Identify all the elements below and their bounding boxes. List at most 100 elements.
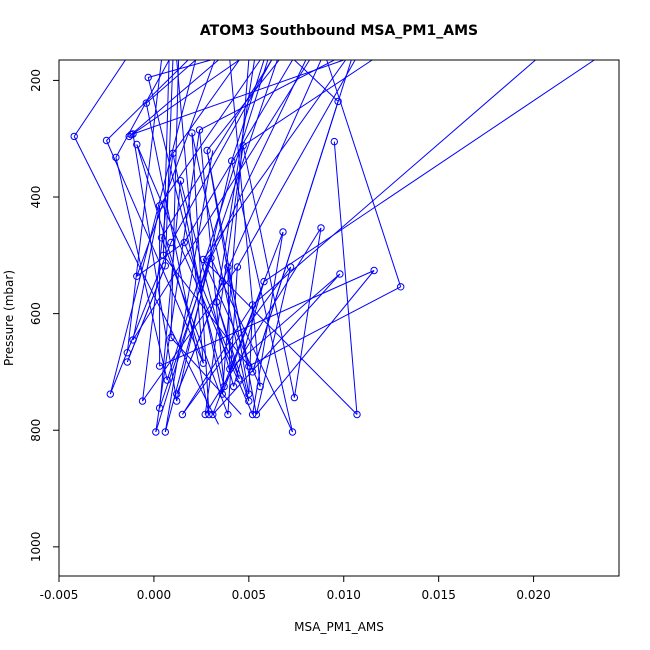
data-point-17 <box>188 129 196 137</box>
series-segment-76 <box>176 160 233 402</box>
data-point-43 <box>106 390 115 398</box>
series-segment-81 <box>212 273 341 415</box>
series-segment-11 <box>148 60 212 78</box>
data-point-25 <box>228 157 236 165</box>
x-axis: -0.005 0.000 0.005 0.010 0.015 0.020 <box>40 575 551 602</box>
data-point-56 <box>209 410 217 419</box>
y-tick-label-1: 400 <box>29 186 43 209</box>
series-segment-54 <box>294 60 339 102</box>
data-point-49 <box>167 333 175 342</box>
series-segment-91 <box>229 60 261 387</box>
series-segment-25 <box>191 132 250 402</box>
data-point-31 <box>279 228 287 236</box>
series-segment-10 <box>145 103 210 415</box>
series-segment-94 <box>202 259 358 415</box>
series-segment-1 <box>73 60 126 137</box>
series-segment-0 <box>73 136 219 425</box>
data-point-19 <box>199 255 208 264</box>
data-point-34 <box>336 270 344 278</box>
series-segment-93 <box>210 257 293 433</box>
series-segment-73 <box>170 337 242 415</box>
data-point-67 <box>290 393 299 402</box>
series-lines <box>73 60 595 433</box>
data-point-70 <box>155 362 164 370</box>
series-segment-72 <box>170 60 180 338</box>
series-segment-68 <box>159 180 181 409</box>
data-point-33 <box>317 224 325 232</box>
series-segment-30 <box>206 60 280 151</box>
data-point-12 <box>161 262 170 270</box>
data-point-45 <box>152 428 160 436</box>
y-tick-label-0: 200 <box>29 69 43 92</box>
series-segment-41 <box>236 60 356 268</box>
x-tick-label-2: 0.005 <box>232 588 266 602</box>
data-point-64 <box>248 410 257 419</box>
data-point-24 <box>224 263 232 271</box>
data-point-35 <box>334 97 342 106</box>
series-segment-5 <box>115 157 168 381</box>
series-segment-14 <box>132 205 161 340</box>
data-point-14 <box>169 149 177 158</box>
series-segment-4 <box>115 60 170 158</box>
data-point-9 <box>155 202 164 210</box>
series-segment-39 <box>231 60 265 162</box>
series-segment-80 <box>191 132 210 415</box>
series-segment-52 <box>293 227 322 398</box>
y-axis: 200 400 600 800 1000 <box>29 69 60 562</box>
data-point-27 <box>239 142 247 150</box>
data-point-18 <box>195 126 204 134</box>
x-tick-label-5: 0.020 <box>516 588 550 602</box>
data-point-69 <box>353 410 361 419</box>
series-segment-92 <box>242 145 295 398</box>
data-point-15 <box>176 177 185 185</box>
data-point-32 <box>286 263 295 271</box>
series-segment-6 <box>128 60 240 137</box>
series-segment-88 <box>216 301 250 402</box>
data-point-51 <box>178 410 187 419</box>
series-segment-32 <box>210 60 307 259</box>
data-point-46 <box>155 404 164 412</box>
series-segment-34 <box>216 60 255 303</box>
data-point-72 <box>248 368 257 376</box>
series-segment-27 <box>155 129 200 433</box>
series-segment-56 <box>333 141 358 415</box>
data-point-58 <box>220 382 228 391</box>
series-segment-51 <box>255 266 292 415</box>
series-segment-62 <box>132 60 311 341</box>
series-segment-83 <box>199 129 225 387</box>
data-point-22 <box>212 298 221 306</box>
data-point-44 <box>138 397 147 405</box>
x-tick-label-0: -0.005 <box>40 588 79 602</box>
series-segment-98 <box>163 254 250 367</box>
data-point-41 <box>129 336 137 344</box>
data-point-8 <box>144 73 152 82</box>
data-point-39 <box>123 349 132 357</box>
data-point-61 <box>235 375 244 383</box>
data-point-38 <box>397 283 405 291</box>
data-point-40 <box>123 358 132 366</box>
series-segment-58 <box>256 270 375 415</box>
data-point-48 <box>163 376 171 384</box>
series-segment-24 <box>136 242 185 277</box>
series-segment-12 <box>147 77 225 387</box>
data-point-71 <box>226 365 234 373</box>
data-point-11 <box>159 251 168 260</box>
series-segment-86 <box>183 242 240 380</box>
series-segment-61 <box>126 265 166 363</box>
data-point-0 <box>70 132 78 141</box>
data-point-52 <box>173 397 181 405</box>
series-segment-59 <box>326 60 402 287</box>
series-segment-65 <box>109 242 172 395</box>
series-segment-77 <box>176 60 204 364</box>
data-point-21 <box>207 254 215 262</box>
data-point-10 <box>157 234 166 242</box>
data-point-62 <box>245 390 253 398</box>
data-point-5 <box>129 130 137 138</box>
x-axis-label: MSA_PM1_AMS <box>294 620 384 634</box>
series-segment-74 <box>176 281 223 395</box>
series-segment-15 <box>161 60 273 239</box>
series-segment-71 <box>166 60 269 381</box>
data-point-36 <box>330 137 338 146</box>
data-point-6 <box>133 140 141 149</box>
series-segment-42 <box>142 266 238 402</box>
